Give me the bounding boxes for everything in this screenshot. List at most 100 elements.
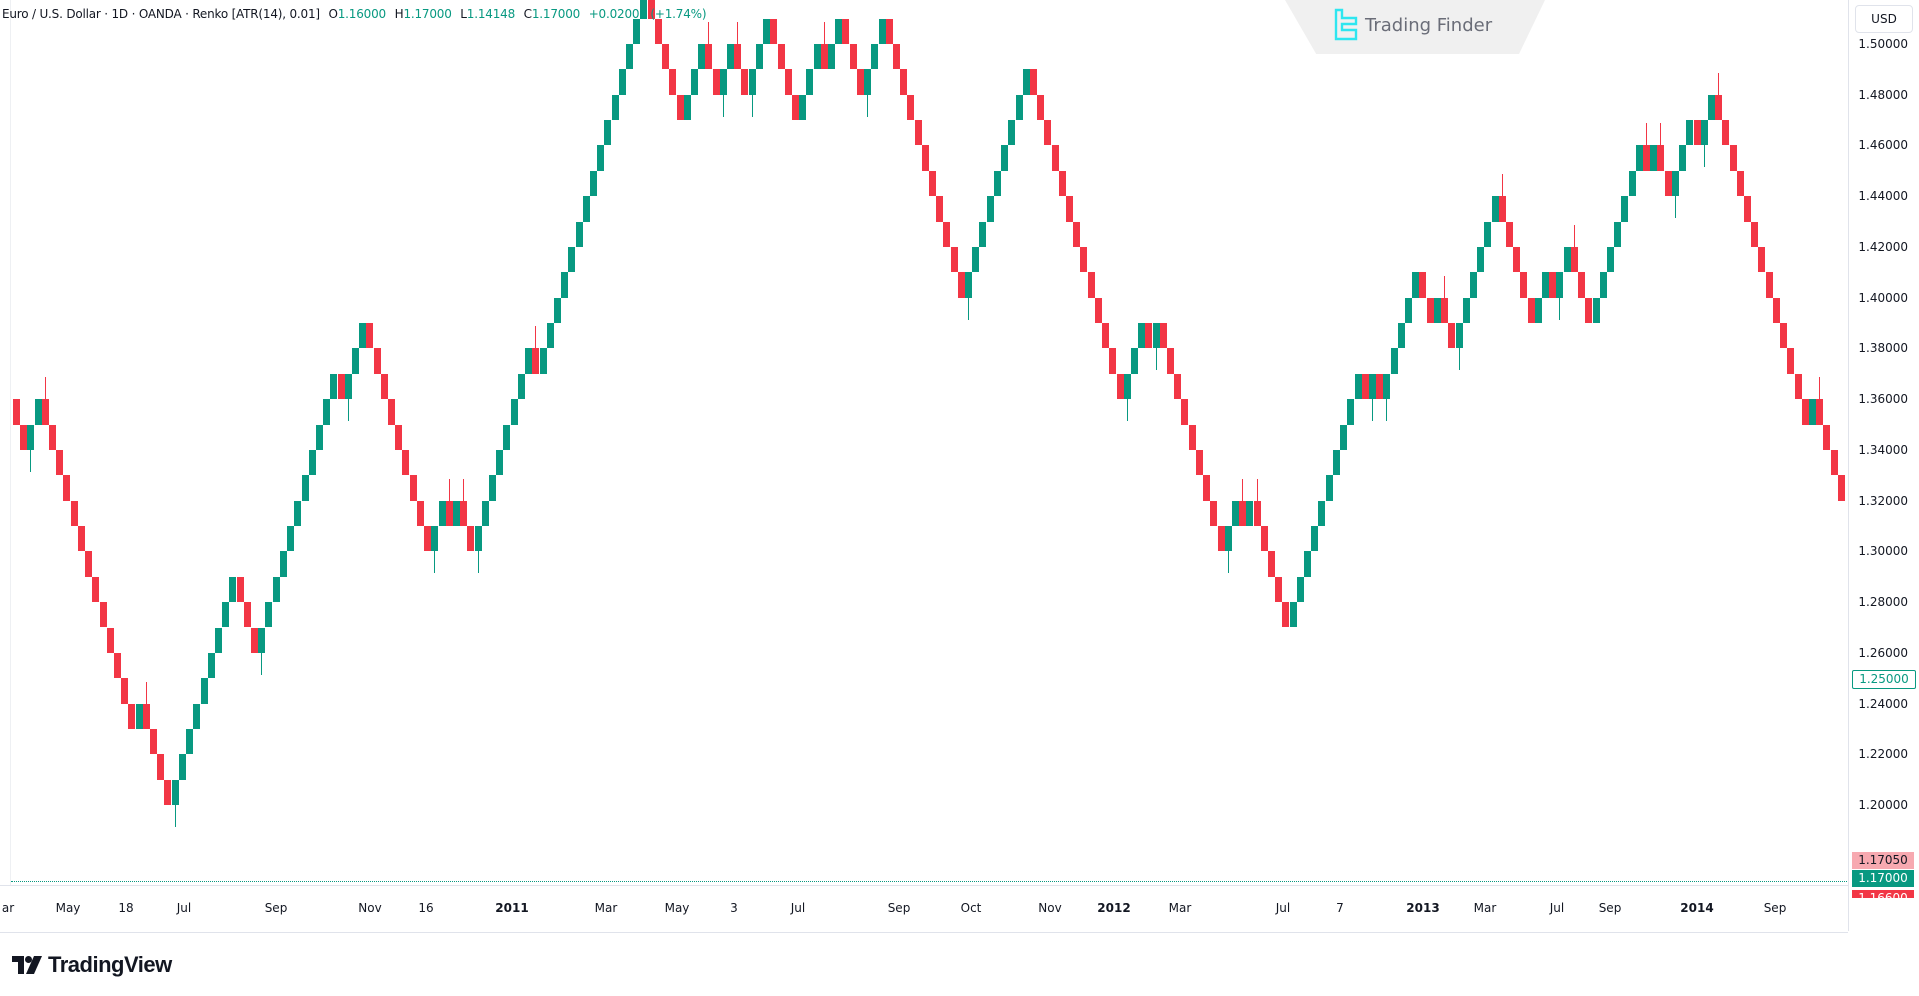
renko-brick xyxy=(1051,145,1059,171)
renko-brick xyxy=(1368,373,1376,400)
tradingview-logo[interactable]: TradingView xyxy=(12,952,172,978)
renko-brick xyxy=(1433,297,1441,324)
renko-brick xyxy=(1217,526,1225,552)
renko-brick xyxy=(683,94,691,121)
renko-brick xyxy=(1289,602,1297,628)
renko-brick xyxy=(106,627,114,653)
renko-brick xyxy=(1592,297,1600,324)
renko-brick xyxy=(763,18,771,44)
symbol-legend[interactable]: Euro / U.S. Dollar · 1D · OANDA · Renko … xyxy=(2,7,707,21)
renko-brick xyxy=(70,500,78,527)
renko-brick xyxy=(799,94,807,121)
brick-wick xyxy=(145,681,147,704)
brick-wick xyxy=(1458,348,1460,371)
tradingview-icon xyxy=(12,956,42,974)
renko-brick xyxy=(806,69,814,95)
chart-container[interactable] xyxy=(10,0,1919,931)
renko-brick xyxy=(1340,424,1348,450)
renko-brick xyxy=(712,69,720,95)
renko-brick xyxy=(900,69,908,95)
renko-brick xyxy=(1008,120,1016,146)
brick-wick xyxy=(1819,377,1821,400)
brick-wick xyxy=(434,551,436,574)
renko-brick xyxy=(402,449,410,476)
renko-brick xyxy=(1130,348,1138,374)
renko-brick xyxy=(1210,500,1218,527)
time-axis[interactable]: ar May 18 Jul Sep Nov 16 2011 Mar May 3 Jul Sep Oct No… xyxy=(0,885,1848,933)
renko-brick xyxy=(1405,297,1413,324)
time-tick: Sep xyxy=(264,901,288,915)
renko-brick xyxy=(784,69,792,95)
price-axis[interactable]: 1.50000 1.48000 1.46000 1.44000 1.42000 1.400… xyxy=(1848,0,1919,931)
renko-brick xyxy=(395,424,403,450)
change-value: +0.02000 (+1.74%) xyxy=(588,7,707,21)
renko-brick xyxy=(1563,246,1571,273)
brick-wick xyxy=(722,94,724,117)
symbol-title[interactable]: Euro / U.S. Dollar · 1D · OANDA · Renko … xyxy=(2,7,320,21)
renko-brick xyxy=(777,44,785,70)
renko-brick xyxy=(1794,373,1802,400)
renko-brick xyxy=(178,754,186,780)
open-label: O xyxy=(328,7,338,21)
renko-brick xyxy=(539,348,547,374)
renko-brick xyxy=(561,272,569,298)
brick-wick xyxy=(1242,478,1244,501)
renko-brick xyxy=(943,221,951,247)
renko-brick xyxy=(1744,196,1752,222)
renko-brick xyxy=(1044,120,1052,146)
price-tag: 1.16600 xyxy=(1852,890,1914,898)
renko-brick xyxy=(669,69,677,95)
brick-wick xyxy=(463,478,465,501)
time-tick: 18 xyxy=(118,901,134,915)
renko-brick xyxy=(929,170,936,197)
brick-wick xyxy=(1501,174,1503,197)
renko-brick xyxy=(1390,348,1398,374)
renko-brick xyxy=(1001,145,1009,171)
renko-brick xyxy=(965,272,973,298)
price-tick: 1.34000 xyxy=(1858,442,1908,457)
renko-brick xyxy=(265,602,273,628)
renko-brick xyxy=(503,424,511,450)
renko-brick xyxy=(1772,297,1780,324)
renko-brick xyxy=(1498,196,1506,222)
renko-brick xyxy=(820,44,828,70)
brick-wick xyxy=(1559,297,1561,320)
brick-wick xyxy=(30,449,32,472)
time-tick: Mar xyxy=(594,901,618,915)
renko-brick xyxy=(489,475,497,501)
renko-brick xyxy=(719,69,727,95)
renko-brick xyxy=(1102,323,1110,349)
time-tick: 2014 xyxy=(1680,901,1714,915)
plot-area[interactable] xyxy=(10,0,1849,885)
renko-brick xyxy=(1426,297,1434,324)
renko-brick xyxy=(366,323,374,349)
time-tick: Sep xyxy=(1598,901,1622,915)
renko-brick xyxy=(705,44,713,70)
renko-brick xyxy=(251,627,259,653)
brick-wick xyxy=(1444,275,1446,298)
renko-brick xyxy=(1715,94,1723,121)
renko-brick xyxy=(582,196,590,222)
renko-brick xyxy=(1751,221,1759,247)
brick-wick xyxy=(1256,478,1258,501)
renko-brick xyxy=(755,44,763,70)
brick-wick xyxy=(1386,399,1388,422)
renko-brick xyxy=(474,526,482,552)
time-tick: 3 xyxy=(730,901,738,915)
renko-brick xyxy=(662,44,670,70)
renko-brick xyxy=(1758,246,1766,273)
renko-brick xyxy=(957,272,965,298)
currency-button[interactable]: USD xyxy=(1855,5,1913,33)
renko-brick xyxy=(424,526,432,552)
time-tick: Sep xyxy=(887,901,911,915)
renko-brick xyxy=(1015,94,1023,121)
renko-brick xyxy=(1080,246,1088,273)
renko-brick xyxy=(315,424,323,450)
renko-brick xyxy=(1361,373,1369,400)
renko-brick xyxy=(207,652,215,679)
renko-brick xyxy=(1066,196,1074,222)
renko-brick xyxy=(20,424,28,450)
renko-brick xyxy=(467,526,475,552)
renko-brick xyxy=(445,500,453,527)
renko-brick xyxy=(1808,399,1816,425)
